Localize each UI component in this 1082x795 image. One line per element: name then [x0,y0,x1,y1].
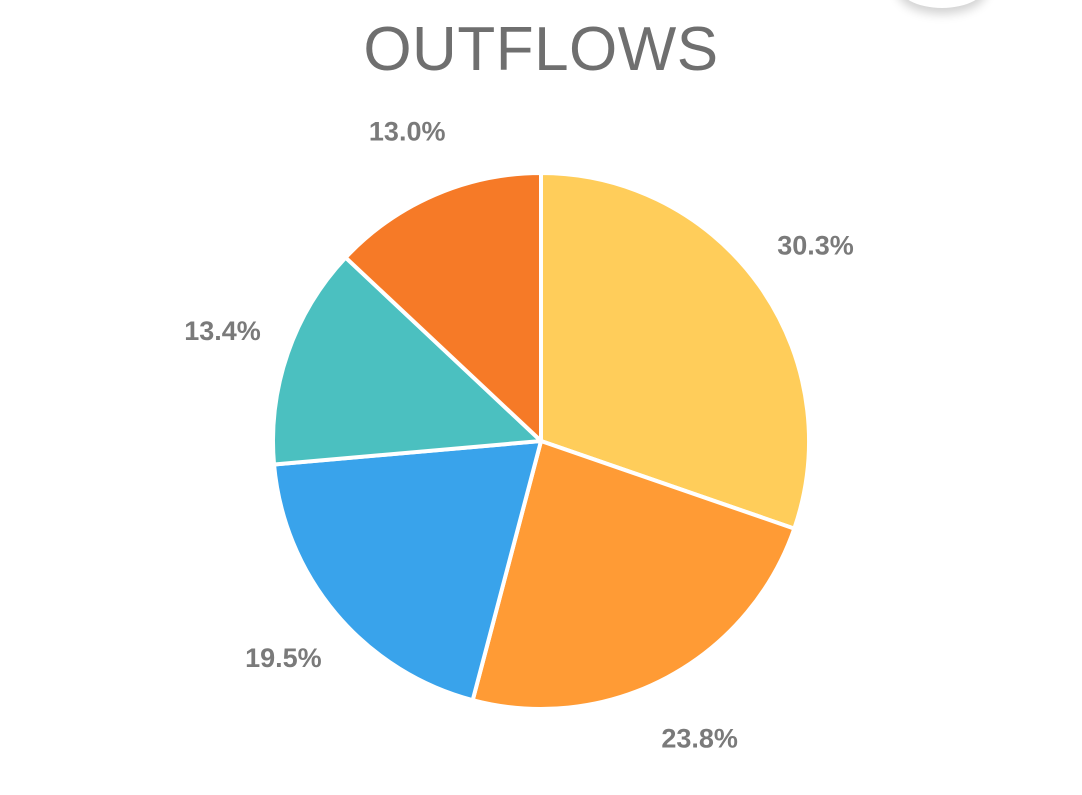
slice-label-1: 30.3% [777,231,854,261]
slice-label-2: 23.8% [661,723,738,753]
pie-labels: 30.3% 23.8% 19.5% 13.4% 13.0% [184,117,854,754]
pie-slice-5 [343,171,543,443]
slice-label-4: 13.4% [184,316,261,346]
pie-slice-2 [470,439,797,711]
pie-slices [271,171,811,711]
slice-label-5: 13.0% [369,117,446,147]
slice-label-3: 19.5% [245,643,322,673]
pie-slice-4 [271,255,543,467]
pie-slice-1 [539,171,811,531]
chart-title: OUTFLOWS [363,15,719,84]
floating-button-shadow [897,0,987,8]
pie-slice-3 [272,439,543,703]
